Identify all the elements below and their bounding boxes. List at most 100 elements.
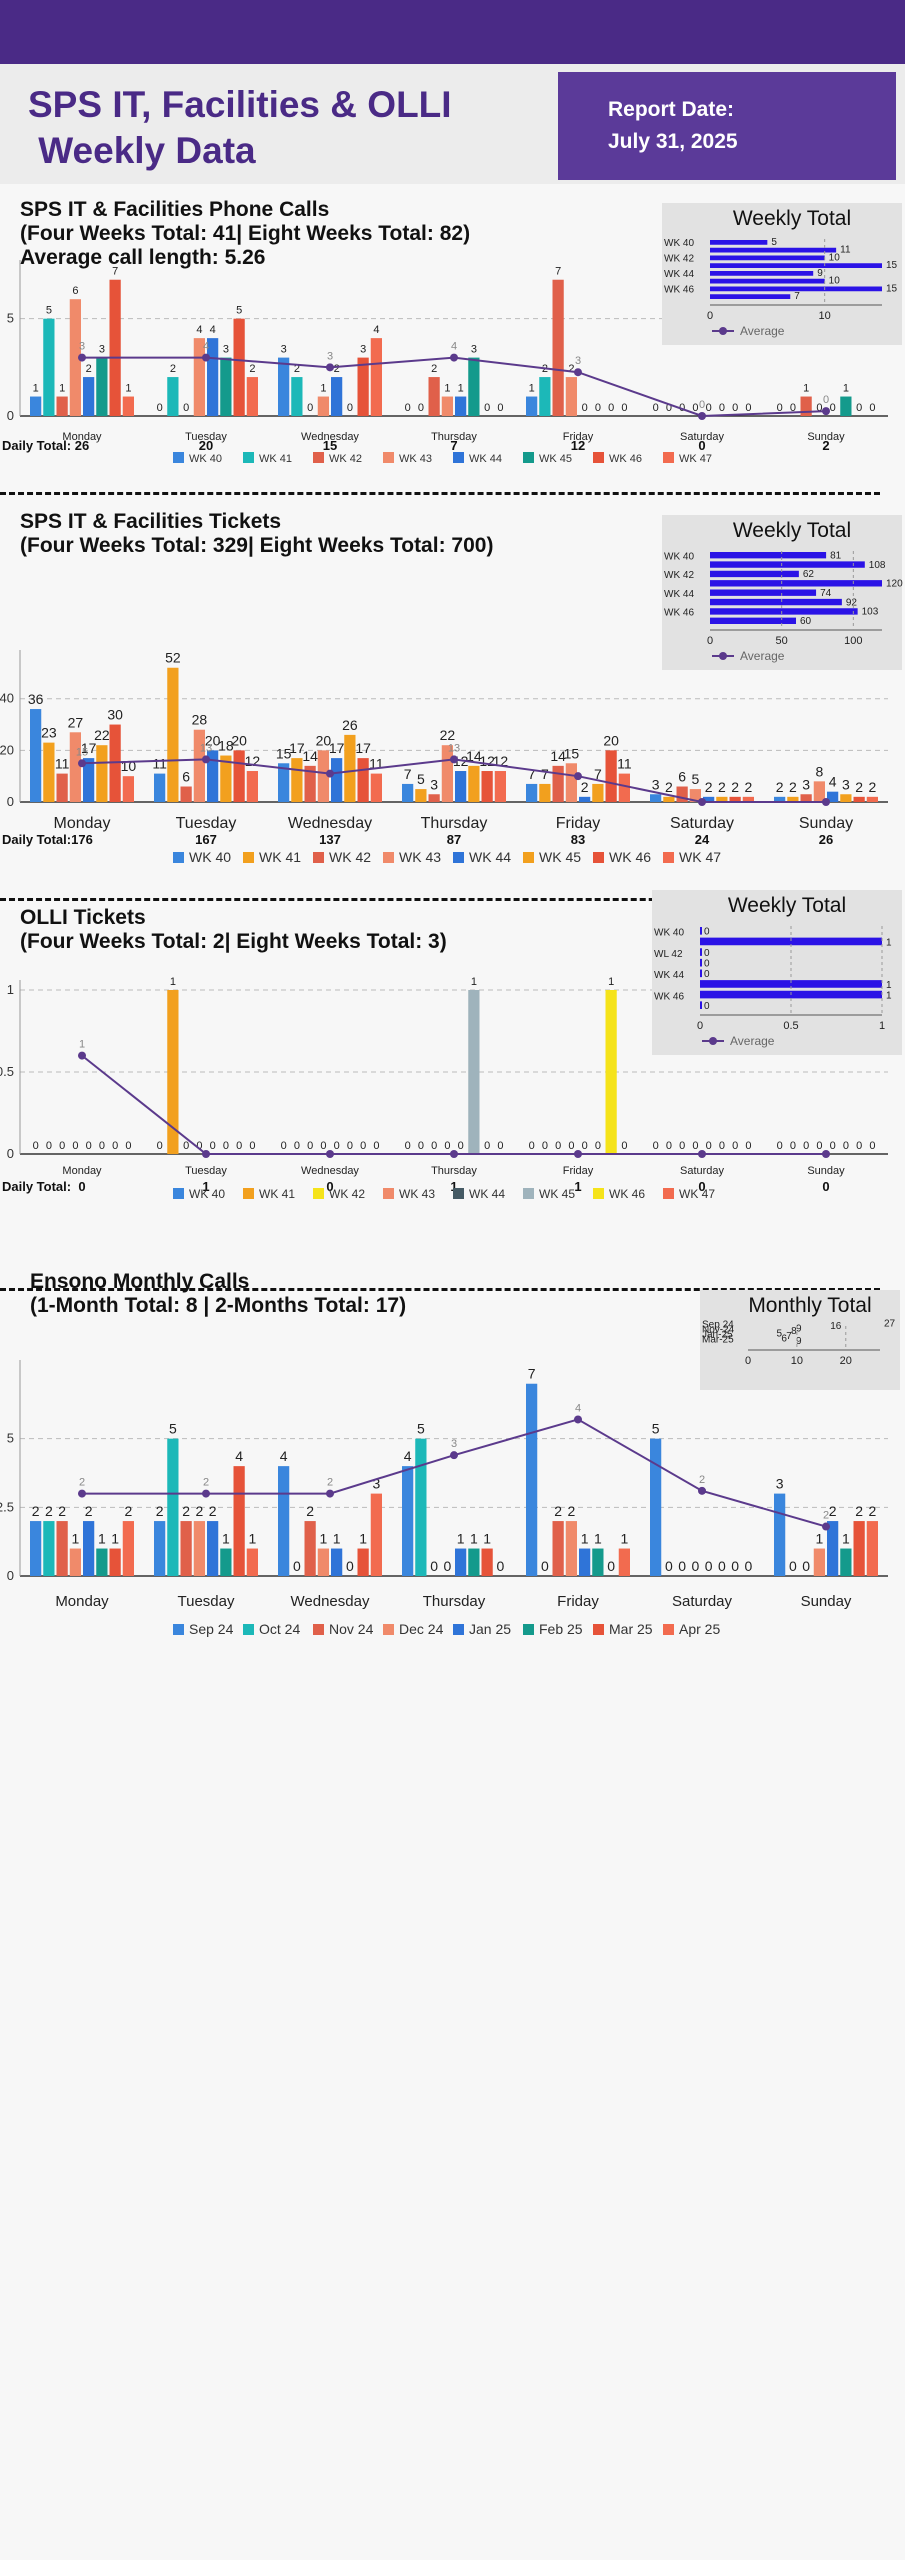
bar-value-label: 2 — [156, 1503, 164, 1519]
x-tick-label: Friday — [556, 815, 600, 832]
inset-row-label: Sep 24 — [702, 1320, 734, 1331]
average-point — [698, 1150, 706, 1158]
bar-value-label: 2 — [776, 779, 784, 795]
bar-value-label: 0 — [816, 1140, 822, 1152]
bar-oct-24 — [43, 1521, 55, 1576]
average-point-label: 2 — [327, 1477, 333, 1489]
bar-sep-24 — [278, 1466, 290, 1576]
bar-value-label: 0 — [497, 402, 503, 414]
daily-total-value: 87 — [447, 832, 461, 847]
average-point — [326, 1150, 334, 1158]
page-title: SPS IT, Facilities & OLLI Weekly Data — [28, 82, 452, 174]
olli-section-title: OLLI Tickets (Four Weeks Total: 2| Eight… — [20, 906, 447, 954]
inset-tick-label: 0 — [707, 635, 713, 647]
bar-value-label: 0 — [869, 1140, 875, 1152]
bar-wk-42 — [56, 396, 68, 416]
inset-bar-value: 8 — [791, 1326, 797, 1337]
bar-value-label: 0 — [157, 402, 163, 414]
legend-swatch — [523, 852, 534, 863]
bar-value-label: 0 — [405, 402, 411, 414]
x-tick-label: Saturday — [680, 431, 725, 443]
ensono-section-title: Ensono Monthly Calls (1-Month Total: 8 |… — [30, 1270, 406, 1318]
bar-wk-43 — [69, 732, 81, 802]
legend-swatch — [243, 1624, 254, 1635]
average-point — [202, 1489, 210, 1498]
bar-wk-46 — [605, 750, 617, 802]
bar-value-label: 1 — [458, 383, 464, 395]
x-tick-label: Tuesday — [176, 815, 237, 832]
bar-wk-47 — [370, 338, 382, 416]
average-point-label: 2 — [203, 1477, 209, 1489]
bar-wk-40 — [278, 763, 290, 802]
legend-swatch — [383, 1188, 394, 1199]
bar-value-label: 0 — [608, 402, 614, 414]
bar-value-label: 5 — [652, 1421, 660, 1437]
bar-value-label: 0 — [789, 1558, 797, 1574]
bar-value-label: 7 — [555, 266, 561, 278]
legend-label: WK 46 — [609, 849, 651, 865]
inset-tick-label: 50 — [776, 635, 788, 647]
bar-value-label: 0 — [307, 402, 313, 414]
bar-value-label: 0 — [732, 1140, 738, 1152]
average-point — [326, 769, 334, 778]
bar-sep-24 — [154, 1521, 166, 1576]
y-tick-label: 20 — [0, 742, 14, 757]
daily-total-value: 0 — [698, 1179, 705, 1194]
daily-total-value: 24 — [695, 832, 710, 847]
bar-wk-46 — [357, 758, 369, 802]
bar-value-label: 2 — [731, 779, 739, 795]
bar-value-label: 0 — [568, 1140, 574, 1152]
bar-value-label: 3 — [471, 344, 477, 356]
inset-bar-value: 10 — [829, 252, 841, 263]
average-point-label: 0 — [823, 394, 829, 406]
bar-wk-47 — [246, 771, 258, 802]
bar-value-label: 0 — [790, 1140, 796, 1152]
bar-value-label: 0 — [621, 402, 627, 414]
bar-wk-44 — [83, 377, 95, 416]
bar-dec-24 — [565, 1521, 577, 1576]
bar-wk-41 — [291, 377, 303, 416]
inset-row-label: WK 42 — [664, 570, 694, 581]
bar-value-label: 0 — [692, 402, 698, 414]
bar-value-label: 0 — [719, 402, 725, 414]
bar-wk-43 — [317, 750, 329, 802]
legend-swatch — [313, 852, 324, 863]
bar-value-label: 0 — [745, 1140, 751, 1152]
legend-swatch — [313, 1624, 324, 1635]
bar-value-label: 0 — [529, 1140, 535, 1152]
bar-value-label: 0 — [666, 1140, 672, 1152]
bar-wk-42 — [676, 786, 688, 802]
legend-swatch — [173, 1624, 184, 1635]
bar-value-label: 0 — [830, 402, 836, 414]
inset-bar-value: 62 — [803, 569, 815, 580]
inset-bar-value: 103 — [862, 607, 879, 618]
bar-value-label: 1 — [815, 1531, 823, 1547]
bar-wk-41 — [787, 796, 799, 802]
bar-value-label: 0 — [692, 1140, 698, 1152]
bar-value-label: 0 — [183, 402, 189, 414]
bar-value-label: 0 — [555, 1140, 561, 1152]
bar-value-label: 0 — [157, 1140, 163, 1152]
bar-dec-24 — [813, 1548, 825, 1576]
legend-label: Oct 24 — [259, 1621, 300, 1637]
bar-wk-45 — [468, 990, 480, 1154]
bar-value-label: 0 — [843, 1140, 849, 1152]
bar-value-label: 0 — [347, 402, 353, 414]
inset-bar — [710, 286, 882, 292]
bar-value-label: 6 — [182, 769, 190, 785]
bar-wk-45 — [220, 755, 232, 802]
bar-value-label: 0 — [373, 1140, 379, 1152]
x-tick-label: Monday — [54, 815, 111, 832]
bar-value-label: 0 — [744, 1558, 752, 1574]
bar-feb-25 — [592, 1548, 604, 1576]
bar-wk-43 — [441, 396, 453, 416]
bar-value-label: 2 — [124, 1503, 132, 1519]
bar-value-label: 2 — [789, 779, 797, 795]
bar-value-label: 5 — [417, 771, 425, 787]
bar-value-label: 26 — [342, 717, 358, 733]
bar-sep-24 — [30, 1521, 42, 1576]
inset-tick-label: 10 — [791, 1355, 803, 1367]
bar-value-label: 5 — [169, 1421, 177, 1437]
y-tick-label: 2.5 — [0, 1499, 14, 1514]
average-point — [202, 353, 210, 362]
